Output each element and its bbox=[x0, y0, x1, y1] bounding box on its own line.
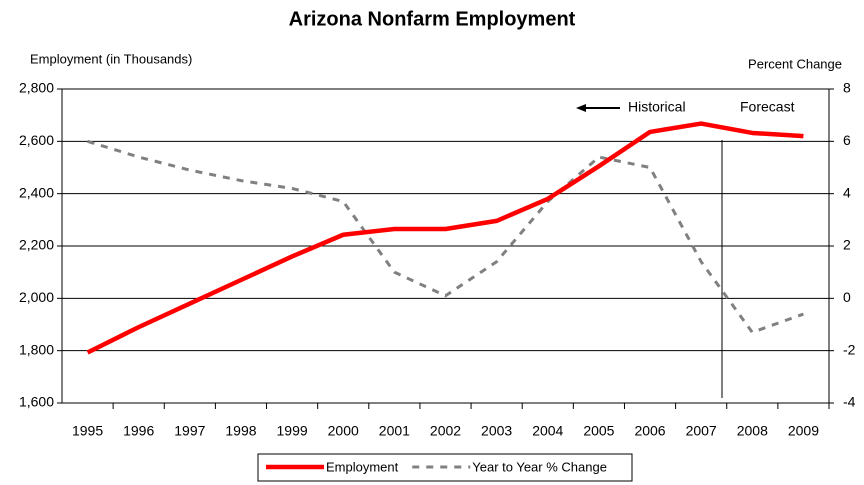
legend-label: Employment bbox=[326, 459, 399, 474]
x-tick-label: 2008 bbox=[737, 423, 768, 439]
x-tick-label: 1997 bbox=[174, 423, 205, 439]
y-tick-label: 2,800 bbox=[19, 80, 54, 96]
x-tick-label: 2000 bbox=[328, 423, 359, 439]
y-tick-label: 2,000 bbox=[19, 289, 54, 305]
y2-tick-label: -4 bbox=[843, 394, 856, 410]
y2-tick-label: 6 bbox=[843, 132, 851, 148]
x-tick-label: 2005 bbox=[583, 423, 614, 439]
x-tick-label: 2001 bbox=[379, 423, 410, 439]
y-tick-label: 2,200 bbox=[19, 237, 54, 253]
y-tick-label: 1,600 bbox=[19, 394, 54, 410]
series-line bbox=[86, 121, 804, 355]
x-tick-label: 1998 bbox=[225, 423, 256, 439]
legend-label: Year to Year % Change bbox=[472, 459, 607, 474]
y2-tick-label: -2 bbox=[843, 341, 856, 357]
annotation: Historical bbox=[628, 99, 686, 115]
x-tick-label: 2004 bbox=[532, 423, 563, 439]
y2-tick-label: 2 bbox=[843, 237, 851, 253]
x-tick-label: 2009 bbox=[788, 423, 819, 439]
arrow-head bbox=[576, 104, 586, 112]
x-tick-label: 2002 bbox=[430, 423, 461, 439]
series-line bbox=[87, 139, 804, 334]
chart-title: Arizona Nonfarm Employment bbox=[289, 8, 576, 30]
y-tick-label: 2,400 bbox=[19, 184, 54, 200]
y2-tick-label: 0 bbox=[843, 289, 851, 305]
y-tick-label: 1,800 bbox=[19, 341, 54, 357]
x-tick-label: 2003 bbox=[481, 423, 512, 439]
x-tick-label: 1995 bbox=[72, 423, 103, 439]
x-tick-label: 1996 bbox=[123, 423, 154, 439]
x-tick-label: 2006 bbox=[634, 423, 665, 439]
y-tick-label: 2,600 bbox=[19, 132, 54, 148]
x-tick-label: 1999 bbox=[277, 423, 308, 439]
y-axis-title: Employment (in Thousands) bbox=[30, 51, 192, 66]
y2-axis-title: Percent Change bbox=[748, 56, 842, 71]
y2-tick-label: 8 bbox=[843, 80, 851, 96]
x-tick-label: 2007 bbox=[686, 423, 717, 439]
y2-tick-label: 4 bbox=[843, 184, 851, 200]
annotation: Forecast bbox=[740, 99, 795, 115]
